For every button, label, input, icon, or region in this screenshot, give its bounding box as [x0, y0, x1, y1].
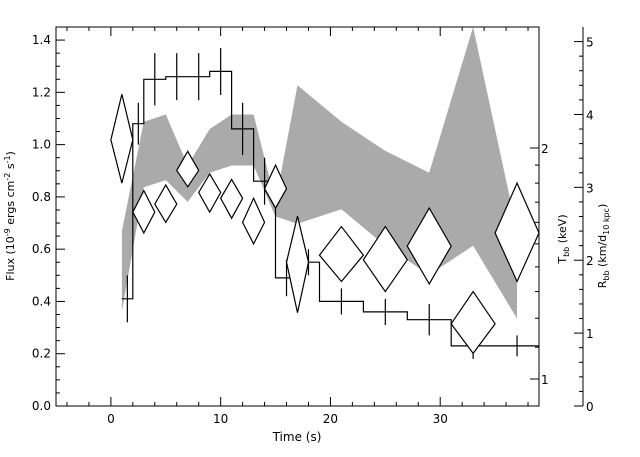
temperature-diamond: [110, 94, 134, 184]
y-tick-label: 0.6: [32, 242, 51, 256]
y-tick-label: 0.2: [32, 347, 51, 361]
radius-tick-label: 3: [586, 181, 594, 195]
temperature-diamond: [241, 196, 266, 246]
temperature-diamond: [362, 225, 408, 293]
temperature-tick-label: 1: [541, 373, 549, 387]
temperature-diamond: [154, 183, 178, 224]
x-tick-label: 10: [213, 412, 228, 426]
y-tick-label: 1.2: [32, 85, 51, 99]
temperature-diamond: [219, 178, 244, 220]
y-tick-label: 0.8: [32, 190, 51, 204]
radius-tick-label: 4: [586, 108, 594, 122]
radius-tick-label: 1: [586, 327, 594, 341]
x-axis-label: Time (s): [272, 430, 322, 444]
y-axis-label-radius: Rbb (km/d10 kpc): [596, 204, 611, 289]
y-axis-label-temperature: Tbb (keV): [556, 214, 571, 264]
temperature-diamond: [318, 225, 365, 283]
y-axis-label-left: Flux (10-9 ergs cm-2 s-1): [3, 151, 17, 281]
y-tick-label: 1.0: [32, 138, 51, 152]
radius-tick-label: 5: [586, 36, 594, 50]
temperature-diamond: [285, 216, 310, 313]
temperature-layer: [110, 94, 540, 355]
y-tick-label: 0.4: [32, 294, 51, 308]
temperature-diamond: [132, 189, 156, 235]
temperature-diamond: [198, 172, 222, 214]
x-tick-label: 30: [433, 412, 448, 426]
temperature-diamond: [263, 163, 288, 210]
y-tick-label: 0.0: [32, 399, 51, 413]
radius-tick-label: 2: [586, 254, 594, 268]
radius-tick-label: 0: [586, 400, 594, 414]
x-tick-label: 20: [323, 412, 338, 426]
y-tick-label: 1.4: [32, 33, 51, 47]
temperature-tick-label: 2: [541, 142, 549, 156]
x-tick-label: 0: [107, 412, 115, 426]
temperature-diamond: [450, 290, 496, 355]
temperature-diamond: [406, 206, 452, 286]
temperature-diamond: [176, 150, 200, 188]
temperature-diamond: [494, 181, 540, 283]
